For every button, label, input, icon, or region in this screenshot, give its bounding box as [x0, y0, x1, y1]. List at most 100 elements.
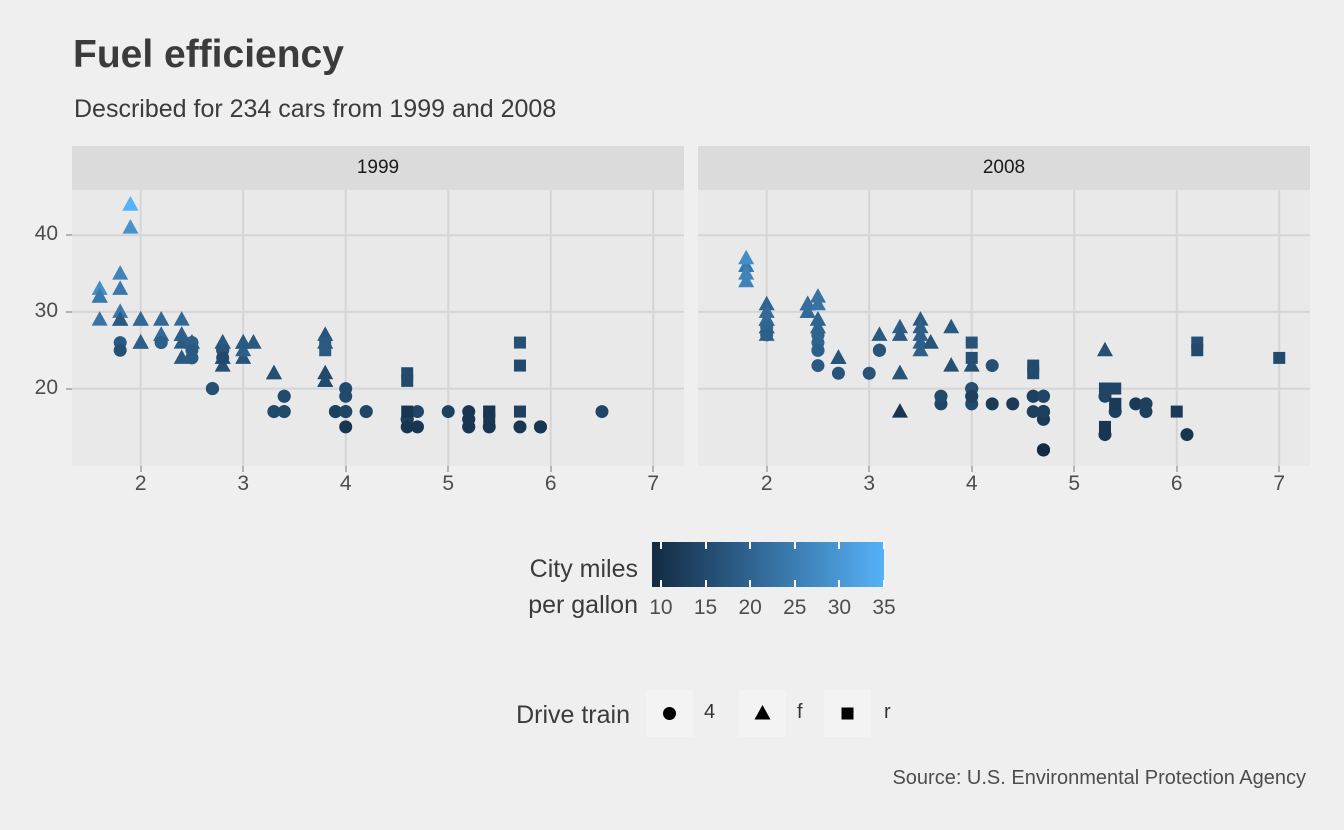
- data-point: [216, 351, 230, 365]
- data-point: [830, 349, 847, 364]
- data-point: [891, 318, 908, 334]
- data-point: [185, 351, 199, 365]
- data-point: [754, 705, 771, 720]
- facet-strip-label: 2008: [982, 157, 1026, 178]
- data-point: [1180, 428, 1194, 442]
- data-point: [91, 311, 108, 326]
- colorbar-tick-label: 35: [872, 596, 896, 619]
- facet-strip-2008: 2008: [698, 146, 1310, 190]
- colorbar-tick-label: 15: [693, 596, 718, 619]
- colorbar-tick: [749, 580, 752, 587]
- data-point: [401, 405, 414, 418]
- data-point: [153, 311, 170, 326]
- x-tick-label: 4: [965, 472, 978, 495]
- x-axis-tick: [1073, 466, 1076, 472]
- colorbar-legend-title-line1: City miles: [529, 555, 638, 583]
- x-tick-label: 5: [442, 472, 455, 495]
- colorbar-tick-label: 10: [649, 596, 673, 619]
- data-point: [1098, 382, 1111, 395]
- square-marker-icon: [841, 707, 854, 720]
- data-point: [153, 326, 170, 341]
- data-point: [235, 341, 252, 357]
- colorbar-tick: [793, 542, 796, 549]
- data-point: [173, 349, 190, 364]
- x-tick-label: 4: [339, 472, 352, 495]
- legend-key-rear: [824, 690, 871, 737]
- data-point: [235, 349, 252, 364]
- data-point: [400, 420, 414, 434]
- data-point: [328, 405, 342, 419]
- data-point: [112, 265, 129, 280]
- data-point: [317, 364, 334, 380]
- plot-title: Fuel efficiency: [73, 33, 344, 76]
- x-axis-tick: [549, 466, 552, 472]
- data-point: [132, 311, 149, 326]
- data-point: [245, 334, 262, 349]
- data-point: [985, 397, 999, 411]
- scatter-panel-svg-1999: [72, 190, 684, 466]
- colorbar-tick-label: 20: [738, 596, 762, 619]
- data-point: [912, 341, 929, 357]
- colorbar-tick: [704, 580, 707, 587]
- x-tick-label: 2: [134, 472, 147, 495]
- data-point: [317, 372, 334, 387]
- data-point: [963, 357, 980, 372]
- plot-caption: Source: U.S. Environmental Protection Ag…: [892, 767, 1306, 789]
- data-point: [1109, 397, 1122, 410]
- data-point: [1036, 389, 1050, 403]
- data-point: [912, 311, 929, 326]
- data-point: [912, 326, 929, 341]
- data-point: [112, 280, 129, 295]
- data-point: [872, 343, 886, 357]
- data-point: [811, 328, 825, 342]
- data-point: [410, 420, 424, 434]
- x-tick-label: 2: [760, 472, 773, 495]
- y-tick-label: 30: [34, 298, 58, 322]
- data-point: [1273, 351, 1286, 364]
- data-point: [235, 334, 252, 349]
- colorbar-legend-title-line2: per gallon: [528, 591, 638, 619]
- data-point: [513, 336, 526, 349]
- colorbar-tick: [883, 580, 885, 587]
- colorbar-gradient: [652, 542, 884, 587]
- data-point: [912, 334, 929, 349]
- data-point: [1027, 367, 1040, 380]
- circle-marker-icon: [663, 707, 676, 720]
- x-tick-label: 5: [1068, 472, 1081, 495]
- x-tick-label: 6: [1170, 472, 1183, 495]
- data-point: [214, 334, 231, 349]
- data-point: [513, 359, 526, 372]
- data-point: [943, 357, 960, 372]
- data-point: [91, 288, 108, 303]
- data-point: [831, 366, 845, 380]
- scatter-panel-svg-2008: [698, 190, 1310, 466]
- data-point: [943, 318, 960, 334]
- data-point: [265, 364, 282, 380]
- colorbar-legend: 10 15 20 25 30 35: [649, 542, 896, 619]
- legend-key-front: [739, 690, 786, 737]
- data-point: [934, 389, 948, 403]
- data-point: [132, 334, 149, 349]
- x-axis-tick: [242, 466, 245, 472]
- data-point: [359, 405, 373, 419]
- data-point: [277, 405, 291, 419]
- scatter-panel-1999: [72, 190, 684, 466]
- data-point: [891, 403, 908, 418]
- x-axis-tick: [765, 466, 768, 472]
- data-point: [267, 405, 281, 419]
- x-tick-label: 7: [647, 472, 660, 495]
- data-point: [809, 295, 826, 311]
- x-axis-tick: [1175, 466, 1178, 472]
- data-point: [809, 318, 826, 334]
- data-point: [891, 326, 908, 341]
- legend-key-label-4wd: 4: [704, 701, 716, 723]
- data-point: [985, 359, 999, 373]
- data-point: [483, 413, 496, 426]
- scatter-panel-2008: [698, 190, 1310, 466]
- data-point: [811, 343, 825, 357]
- data-point: [738, 272, 755, 288]
- y-tick-label: 40: [34, 222, 58, 246]
- data-point: [462, 412, 476, 426]
- facet-strip-1999: 1999: [72, 146, 684, 190]
- x-axis-tick: [344, 466, 347, 472]
